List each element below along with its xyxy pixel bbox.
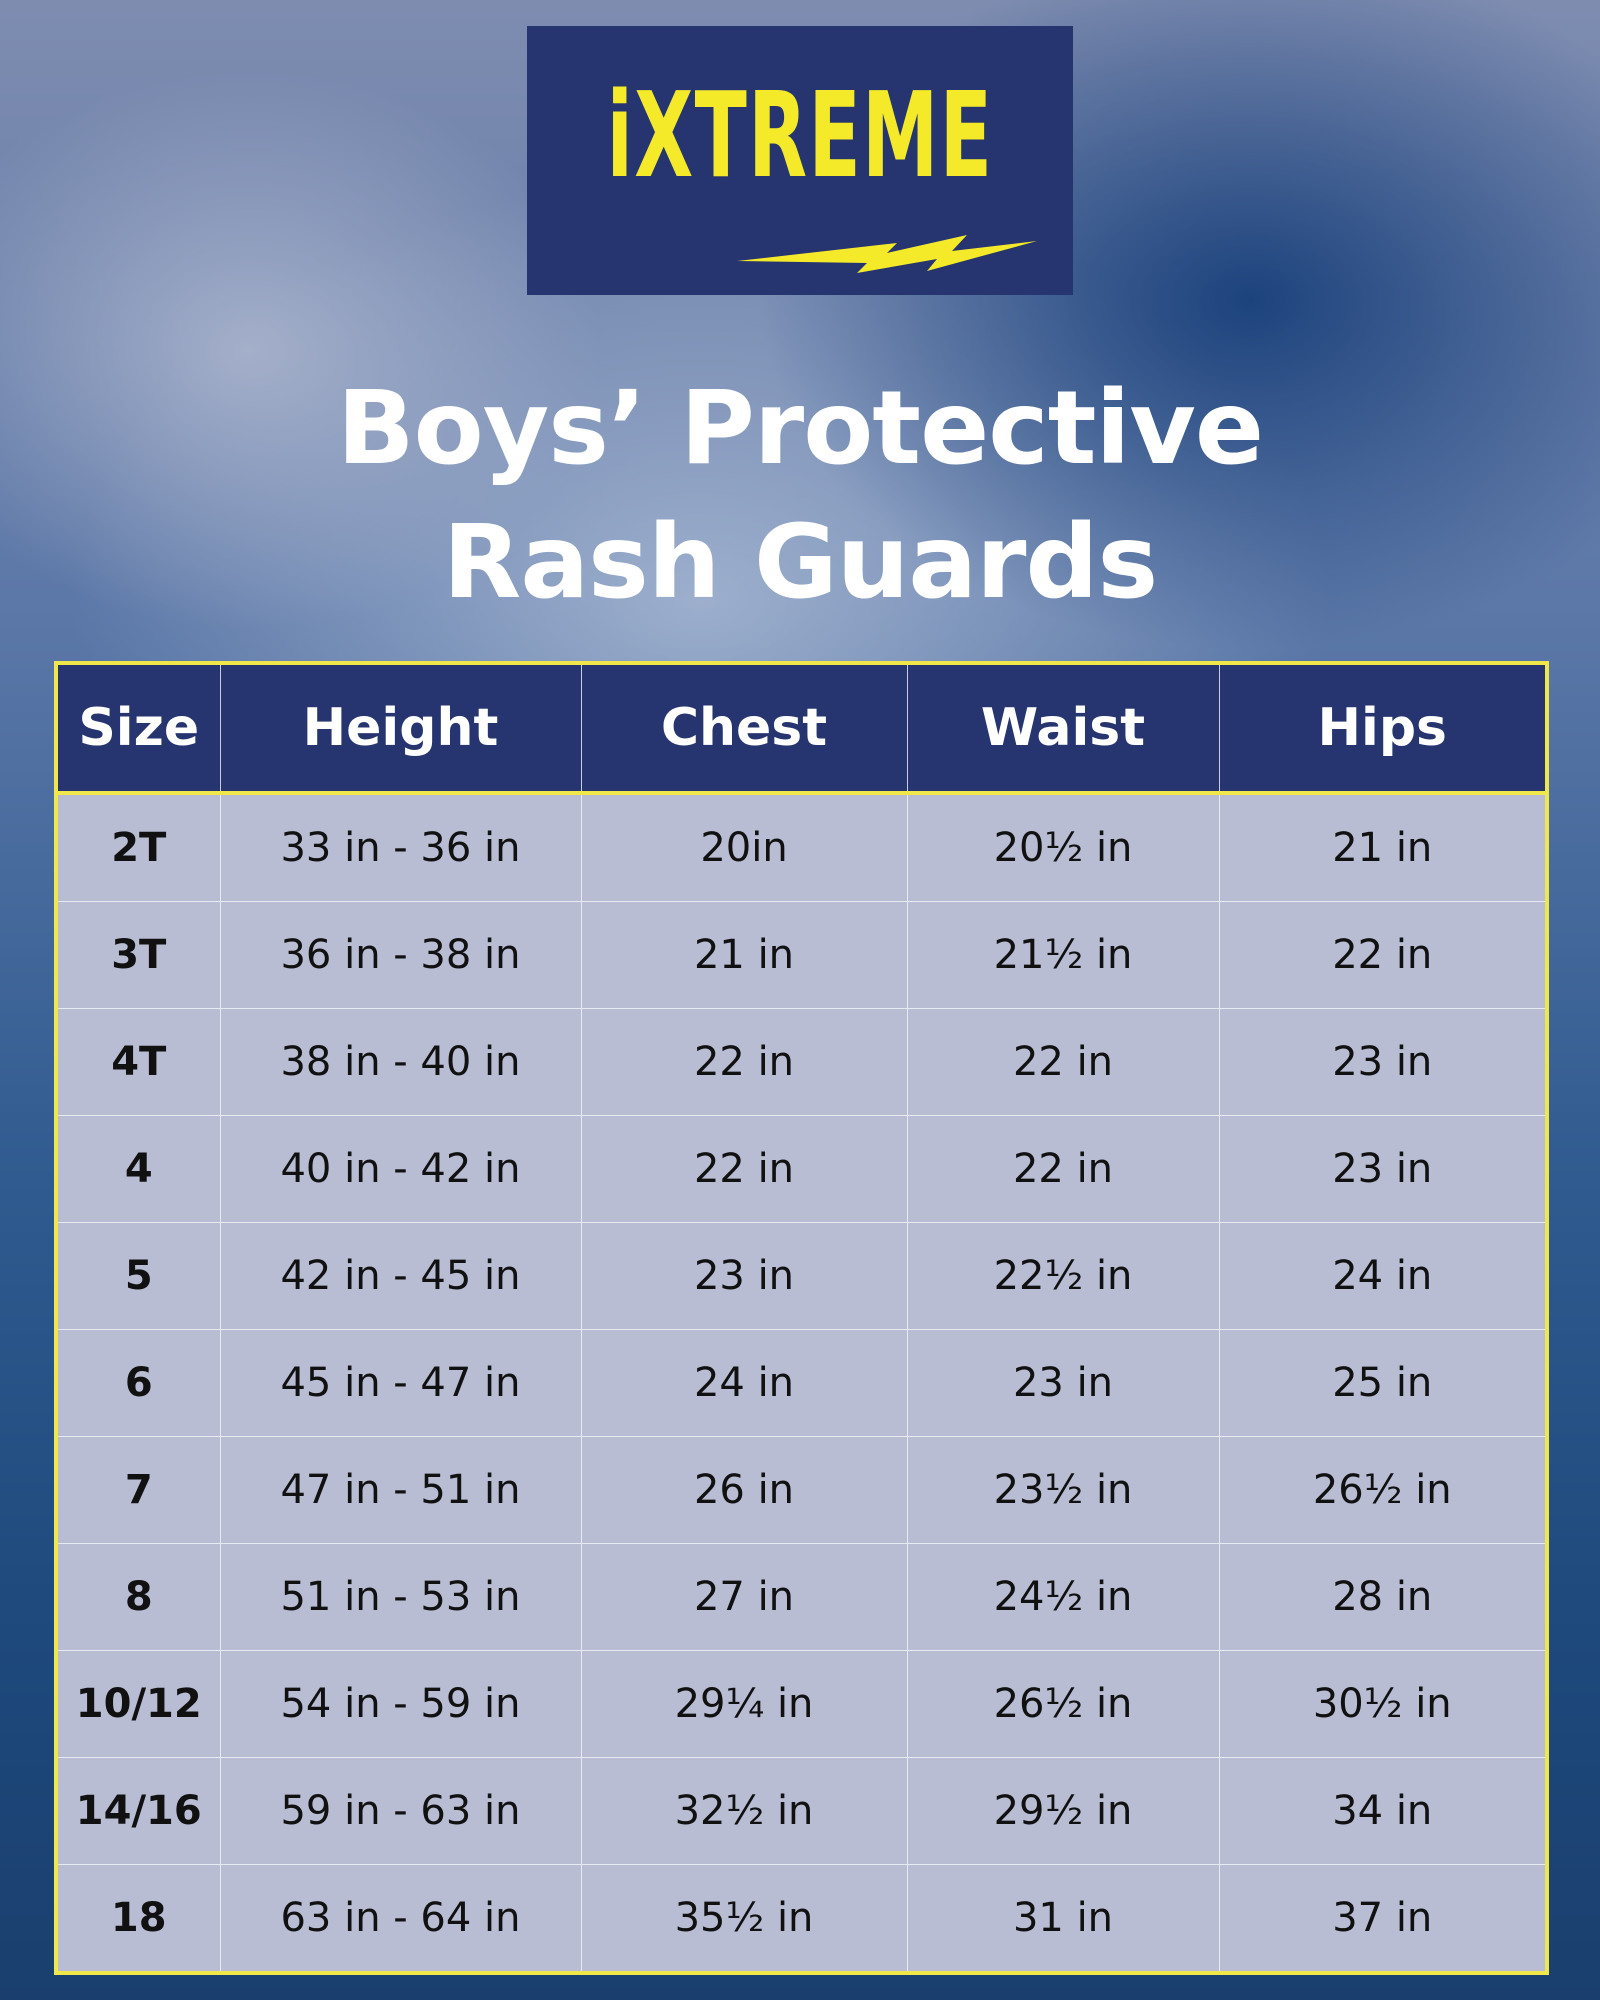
measure-cell: 22 in bbox=[1218, 901, 1548, 1009]
table-row: 10/12 54 in - 59 in 29¼ in 26½ in 30½ in bbox=[55, 1650, 1548, 1758]
size-cell: 5 bbox=[55, 1222, 221, 1330]
header-row: Size Height Chest Waist Hips bbox=[56, 663, 1547, 795]
measure-cell: 22 in bbox=[580, 1115, 908, 1223]
measure-cell: 40 in - 42 in bbox=[219, 1115, 582, 1223]
measure-cell: 23 in bbox=[580, 1222, 908, 1330]
measure-cell: 24 in bbox=[1218, 1222, 1548, 1330]
measure-cell: 24½ in bbox=[906, 1543, 1220, 1651]
measure-cell: 23 in bbox=[1218, 1115, 1548, 1223]
logo-bolt bbox=[737, 235, 1037, 273]
size-cell: 14/16 bbox=[55, 1757, 221, 1865]
measure-cell: 22 in bbox=[906, 1115, 1220, 1223]
size-cell: 6 bbox=[55, 1329, 221, 1437]
measure-cell: 42 in - 45 in bbox=[219, 1222, 582, 1330]
logo-text: iXTREME bbox=[606, 66, 994, 204]
measure-cell: 24 in bbox=[580, 1329, 908, 1437]
measure-cell: 23½ in bbox=[906, 1436, 1220, 1544]
title: Boys’ Protective Rash Guards bbox=[0, 362, 1600, 630]
size-cell: 8 bbox=[55, 1543, 221, 1651]
measure-cell: 26½ in bbox=[1218, 1436, 1548, 1544]
table-row: 6 45 in - 47 in 24 in 23 in 25 in bbox=[55, 1329, 1548, 1437]
table-row: 5 42 in - 45 in 23 in 22½ in 24 in bbox=[55, 1222, 1548, 1330]
logo: iXTREME bbox=[527, 26, 1073, 295]
measure-cell: 29½ in bbox=[906, 1757, 1220, 1865]
measure-cell: 34 in bbox=[1218, 1757, 1548, 1865]
measure-cell: 21 in bbox=[580, 901, 908, 1009]
measure-cell: 51 in - 53 in bbox=[219, 1543, 582, 1651]
measure-cell: 26½ in bbox=[906, 1650, 1220, 1758]
measure-cell: 36 in - 38 in bbox=[219, 901, 582, 1009]
measure-cell: 37 in bbox=[1218, 1864, 1548, 1974]
table-row: 2T 33 in - 36 in 20in 20½ in 21 in bbox=[55, 792, 1548, 902]
measure-cell: 45 in - 47 in bbox=[219, 1329, 582, 1437]
measure-cell: 32½ in bbox=[580, 1757, 908, 1865]
measure-cell: 30½ in bbox=[1218, 1650, 1548, 1758]
table-row: 14/16 59 in - 63 in 32½ in 29½ in 34 in bbox=[55, 1757, 1548, 1865]
measure-cell: 63 in - 64 in bbox=[219, 1864, 582, 1974]
title-line: Boys’ Protective bbox=[336, 369, 1264, 488]
measure-cell: 59 in - 63 in bbox=[219, 1757, 582, 1865]
measure-cell: 20in bbox=[580, 792, 908, 902]
header-cell: Size bbox=[56, 663, 220, 795]
table-row: 7 47 in - 51 in 26 in 23½ in 26½ in bbox=[55, 1436, 1548, 1544]
header-cell: Hips bbox=[1218, 663, 1547, 795]
measure-cell: 21 in bbox=[1218, 792, 1548, 902]
measure-cell: 20½ in bbox=[906, 792, 1220, 902]
table-row: 3T 36 in - 38 in 21 in 21½ in 22 in bbox=[55, 901, 1548, 1009]
table-row: 4T 38 in - 40 in 22 in 22 in 23 in bbox=[55, 1008, 1548, 1116]
measure-cell: 27 in bbox=[580, 1543, 908, 1651]
measure-cell: 22 in bbox=[580, 1008, 908, 1116]
title-line: Rash Guards bbox=[442, 503, 1158, 622]
header-cell: Waist bbox=[906, 663, 1219, 795]
measure-cell: 31 in bbox=[906, 1864, 1220, 1974]
measure-cell: 23 in bbox=[1218, 1008, 1548, 1116]
measure-cell: 54 in - 59 in bbox=[219, 1650, 582, 1758]
size-table: Size Height Chest Waist Hips 2T 33 in - 36 in… bbox=[54, 661, 1549, 1975]
measure-cell: 28 in bbox=[1218, 1543, 1548, 1651]
size-cell: 2T bbox=[55, 792, 221, 902]
table-row: 4 40 in - 42 in 22 in 22 in 23 in bbox=[55, 1115, 1548, 1223]
measure-cell: 21½ in bbox=[906, 901, 1220, 1009]
measure-cell: 33 in - 36 in bbox=[219, 792, 582, 902]
measure-cell: 29¼ in bbox=[580, 1650, 908, 1758]
measure-cell: 25 in bbox=[1218, 1329, 1548, 1437]
header-cell: Height bbox=[219, 663, 581, 795]
header-cell: Chest bbox=[580, 663, 907, 795]
measure-cell: 38 in - 40 in bbox=[219, 1008, 582, 1116]
measure-cell: 22 in bbox=[906, 1008, 1220, 1116]
size-cell: 4T bbox=[55, 1008, 221, 1116]
size-cell: 18 bbox=[55, 1864, 221, 1974]
size-cell: 10/12 bbox=[55, 1650, 221, 1758]
measure-cell: 23 in bbox=[906, 1329, 1220, 1437]
size-cell: 4 bbox=[55, 1115, 221, 1223]
measure-cell: 22½ in bbox=[906, 1222, 1220, 1330]
table-row: 8 51 in - 53 in 27 in 24½ in 28 in bbox=[55, 1543, 1548, 1651]
measure-cell: 26 in bbox=[580, 1436, 908, 1544]
measure-cell: 35½ in bbox=[580, 1864, 908, 1974]
table-row: 18 63 in - 64 in 35½ in 31 in 37 in bbox=[55, 1864, 1548, 1974]
size-cell: 3T bbox=[55, 901, 221, 1009]
measure-cell: 47 in - 51 in bbox=[219, 1436, 582, 1544]
size-cell: 7 bbox=[55, 1436, 221, 1544]
